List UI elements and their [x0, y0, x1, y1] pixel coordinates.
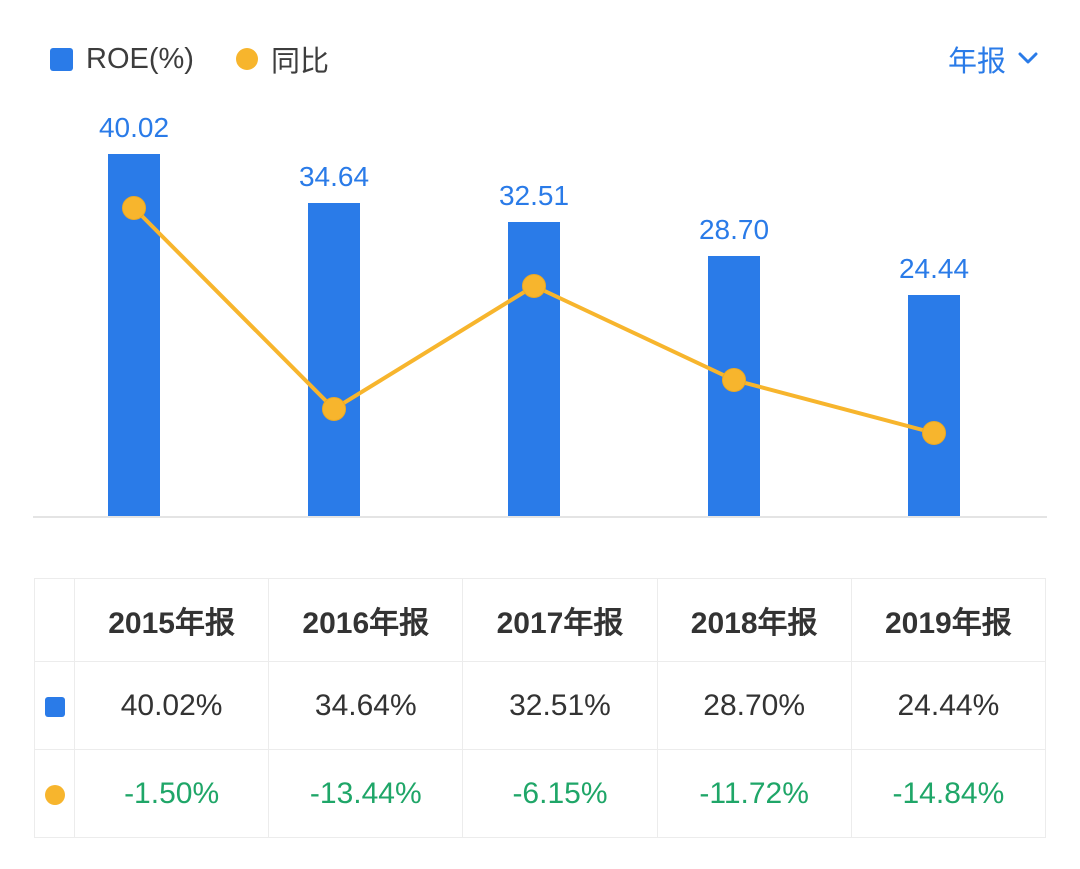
table-cell: 40.02% — [73, 661, 270, 750]
table-row: 40.02% 34.64% 32.51% 28.70% 24.44% — [34, 661, 1047, 750]
table-header-cell-2018年报: 2018年报 — [656, 578, 852, 662]
table-row: -1.50% -13.44% -6.15% -11.72% -14.84% — [34, 749, 1047, 838]
bar-value-label-2017年报: 32.51 — [498, 180, 570, 211]
row-legend-cell — [34, 661, 75, 750]
roe-legend-swatch-icon — [50, 47, 73, 71]
bar-value-label-2016年报: 34.64 — [298, 161, 370, 192]
table-cell: -6.15% — [462, 749, 658, 838]
legend-item-roe[interactable]: ROE(%) — [50, 43, 194, 76]
chart-area: 40.02 34.64 32.51 28.70 24.44 — [33, 112, 1047, 518]
roe-bar-2016年报[interactable] — [308, 203, 360, 516]
table-header-cell-2019年报: 2019年报 — [850, 578, 1047, 662]
table-header-cell-2015年报: 2015年报 — [73, 578, 270, 662]
data-table: 2015年报 2016年报 2017年报 2018年报 2019年报 40.02% 34.… — [34, 578, 1047, 838]
table-cell: -13.44% — [268, 749, 464, 838]
table-cell: 28.70% — [656, 661, 852, 750]
bar-value-label-2018年报: 28.70 — [698, 214, 770, 245]
chart-header: ROE(%) 同比 年报 — [50, 38, 1038, 80]
yoy-line-series — [122, 196, 946, 445]
table-cell: 34.64% — [268, 661, 464, 750]
yoy-legend-swatch-icon — [235, 48, 258, 70]
table-corner-cell — [34, 578, 75, 662]
roe-series-icon — [44, 696, 65, 717]
legend-label-roe: ROE(%) — [86, 42, 194, 75]
table-header-cell-2016年报: 2016年报 — [268, 578, 464, 662]
table-cell: -14.84% — [850, 749, 1047, 838]
roe-bar-2017年报[interactable] — [508, 222, 560, 516]
table-cell: -1.50% — [73, 749, 270, 838]
yoy-series-icon — [44, 784, 65, 805]
table-cell: -11.72% — [656, 749, 852, 838]
period-selector[interactable]: 年报 — [948, 38, 1038, 80]
yoy-marker-2015年报[interactable] — [122, 196, 146, 220]
period-selector-label: 年报 — [947, 46, 1006, 78]
bar-value-label-2015年报: 40.02 — [98, 112, 170, 143]
chevron-down-icon — [1018, 52, 1038, 64]
table-row: 2015年报 2016年报 2017年报 2018年报 2019年报 — [34, 578, 1047, 662]
table-header-cell-2017年报: 2017年报 — [462, 578, 658, 662]
row-legend-cell — [34, 749, 75, 838]
roe-bar-2019年报[interactable] — [908, 295, 960, 516]
table-header-row: 2015年报 2016年报 2017年报 2018年报 2019年报 — [34, 578, 1047, 662]
x-axis-line — [33, 516, 1047, 518]
legend: ROE(%) 同比 — [50, 38, 329, 80]
yoy-marker-2016年报[interactable] — [322, 397, 346, 421]
legend-item-yoy[interactable]: 同比 — [235, 38, 329, 80]
yoy-marker-2018年报[interactable] — [722, 368, 746, 392]
table-cell: 32.51% — [462, 661, 658, 750]
table-cell: 24.44% — [850, 661, 1047, 750]
legend-label-yoy: 同比 — [270, 46, 329, 78]
table-body: 40.02% 34.64% 32.51% 28.70% 24.44% -1.50% -13.… — [34, 661, 1047, 838]
yoy-marker-2019年报[interactable] — [922, 421, 946, 445]
bar-value-label-2019年报: 24.44 — [898, 253, 970, 284]
yoy-marker-2017年报[interactable] — [522, 274, 546, 298]
yoy-line — [132, 206, 935, 435]
